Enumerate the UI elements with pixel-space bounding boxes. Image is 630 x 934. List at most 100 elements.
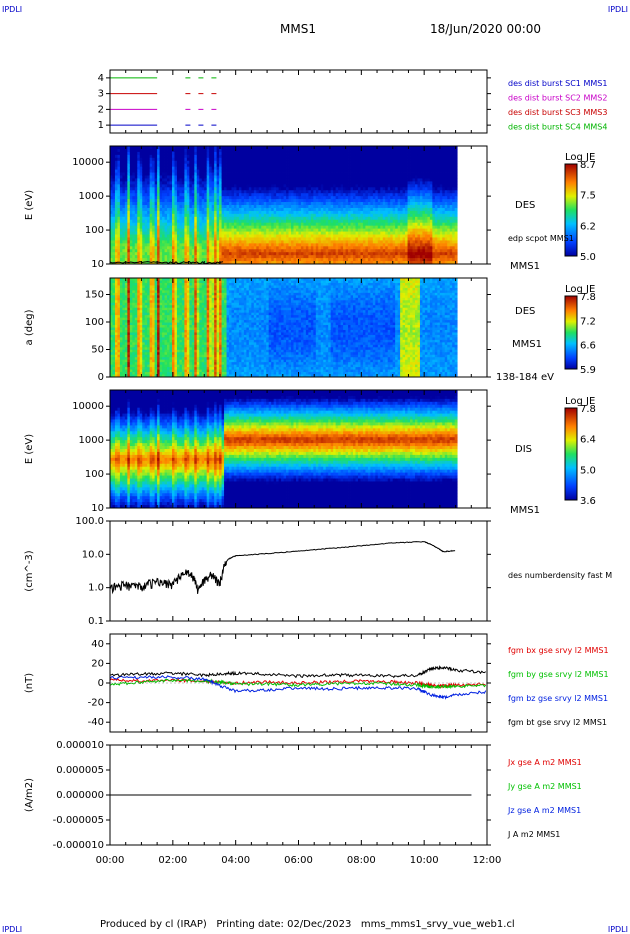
des-energy-panel-cell bbox=[305, 154, 309, 159]
des-energy-panel-cell bbox=[229, 258, 232, 262]
des-energy-panel-cell bbox=[261, 146, 265, 150]
des-energy-panel-cell bbox=[387, 237, 391, 241]
des-energy-panel-cell bbox=[392, 151, 396, 156]
des-energy-panel-cell bbox=[338, 213, 342, 218]
des-energy-panel-cell bbox=[221, 222, 225, 227]
des-energy-panel-cell bbox=[278, 243, 282, 247]
des-energy-panel-cell bbox=[295, 151, 299, 156]
des-energy-panel-cell bbox=[162, 234, 165, 238]
des-energy-panel-cell bbox=[196, 199, 200, 203]
des-energy-panel-cell bbox=[350, 166, 354, 170]
des-energy-panel-cell bbox=[124, 216, 128, 221]
des-energy-panel-cell bbox=[276, 207, 280, 212]
des-energy-panel-cell bbox=[154, 166, 158, 170]
des-energy-panel-cell bbox=[355, 205, 359, 209]
des-energy-panel-cell bbox=[253, 219, 257, 224]
des-energy-panel-cell bbox=[142, 261, 146, 265]
footer-filename: mms_mms1_srvy_vue_web1.cl bbox=[360, 919, 515, 930]
des-energy-panel-cell bbox=[199, 151, 203, 156]
des-energy-panel-cell bbox=[248, 199, 252, 203]
des-energy-panel-cell bbox=[258, 196, 262, 200]
des-energy-panel-cell bbox=[194, 163, 198, 168]
des-energy-panel-cell bbox=[303, 237, 307, 241]
des-energy-panel-cell bbox=[137, 205, 141, 209]
des-energy-panel-cell bbox=[162, 160, 165, 165]
des-energy-panel-cell bbox=[157, 228, 160, 232]
des-energy-panel-cell bbox=[253, 151, 257, 156]
des-energy-panel-cell bbox=[397, 163, 401, 168]
des-energy-panel-cell bbox=[157, 240, 160, 244]
des-energy-panel-cell bbox=[119, 178, 123, 182]
des-energy-panel-cell bbox=[152, 216, 156, 221]
des-energy-panel-cell bbox=[382, 172, 386, 176]
des-energy-panel-cell bbox=[295, 243, 299, 247]
des-energy-panel-cell bbox=[377, 210, 381, 215]
des-energy-panel-cell bbox=[236, 222, 240, 227]
des-energy-panel-cell bbox=[201, 207, 205, 212]
des-energy-panel-cell bbox=[144, 261, 148, 265]
des-energy-panel-cell bbox=[291, 205, 294, 209]
des-energy-panel-cell bbox=[415, 249, 418, 253]
des-energy-panel-cell bbox=[152, 148, 156, 153]
des-energy-panel-cell bbox=[139, 205, 143, 209]
des-energy-panel-cell bbox=[387, 205, 391, 209]
des-energy-panel-cell bbox=[340, 163, 344, 168]
des-energy-panel-cell bbox=[410, 261, 413, 265]
des-energy-panel-cell bbox=[303, 151, 307, 156]
des-energy-panel-cell bbox=[174, 181, 178, 185]
des-energy-panel-cell bbox=[221, 202, 225, 206]
des-energy-panel-cell bbox=[417, 210, 421, 215]
des-energy-panel-cell bbox=[353, 246, 356, 250]
des-energy-panel-cell bbox=[243, 213, 247, 218]
des-energy-panel-cell bbox=[405, 258, 408, 262]
des-energy-panel-cell bbox=[380, 234, 384, 238]
des-energy-panel-cell bbox=[355, 184, 359, 188]
des-energy-panel-cell bbox=[330, 246, 334, 250]
des-energy-panel-cell bbox=[209, 237, 213, 241]
des-energy-panel-cell bbox=[325, 193, 329, 197]
des-energy-panel-cell bbox=[335, 213, 339, 218]
des-energy-panel-cell bbox=[405, 146, 408, 150]
des-energy-panel-cell bbox=[256, 249, 260, 253]
des-energy-panel-cell bbox=[179, 175, 183, 179]
des-energy-panel-cell bbox=[318, 202, 322, 206]
des-energy-panel-cell bbox=[209, 202, 213, 206]
des-energy-panel-cell bbox=[266, 243, 270, 247]
des-energy-panel-cell bbox=[395, 222, 399, 227]
des-energy-panel-cell bbox=[253, 202, 257, 206]
des-energy-panel-cell bbox=[114, 193, 118, 197]
des-energy-panel-cell bbox=[407, 202, 411, 206]
des-energy-panel-cell bbox=[355, 163, 359, 168]
des-energy-panel-cell bbox=[380, 157, 384, 162]
des-energy-panel-cell bbox=[139, 157, 143, 162]
des-energy-panel-cell bbox=[266, 151, 270, 156]
des-energy-panel-cell bbox=[340, 146, 344, 150]
des-energy-panel-cell bbox=[405, 237, 408, 241]
des-energy-panel-cell bbox=[385, 151, 389, 156]
des-energy-panel-cell bbox=[392, 225, 396, 229]
des-energy-panel-cell bbox=[174, 172, 178, 176]
des-energy-panel-cell bbox=[300, 193, 304, 197]
des-energy-panel-cell bbox=[405, 163, 408, 168]
des-energy-panel-cell bbox=[387, 181, 391, 185]
des-energy-panel-cell bbox=[293, 181, 297, 185]
des-energy-panel-cell bbox=[122, 205, 126, 209]
des-energy-panel-cell bbox=[330, 258, 334, 262]
des-energy-panel-cell bbox=[221, 166, 225, 170]
des-energy-panel-cell bbox=[338, 261, 342, 265]
des-energy-panel-cell bbox=[122, 231, 126, 235]
des-energy-panel-cell bbox=[251, 193, 255, 197]
des-energy-panel-cell bbox=[298, 261, 302, 265]
des-energy-panel-cell bbox=[288, 228, 292, 232]
des-energy-panel-cell bbox=[367, 146, 371, 150]
des-energy-panel-cell bbox=[387, 199, 391, 203]
des-energy-panel-cell bbox=[400, 234, 403, 238]
des-energy-panel-cell bbox=[291, 193, 294, 197]
des-energy-panel-cell bbox=[286, 163, 289, 168]
des-energy-panel-cell bbox=[261, 190, 265, 194]
des-energy-panel-cell bbox=[308, 166, 312, 170]
des-energy-panel-cell bbox=[310, 175, 314, 179]
des-energy-panel-cell bbox=[392, 243, 396, 247]
des-energy-panel-cell bbox=[268, 258, 272, 262]
des-energy-panel-cell bbox=[402, 234, 406, 238]
